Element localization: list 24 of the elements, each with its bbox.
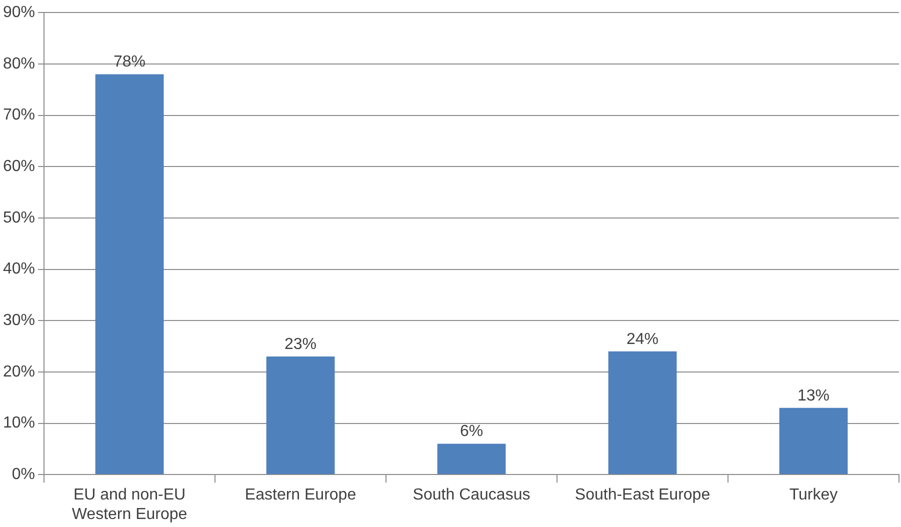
y-tick-label: 30% bbox=[2, 312, 36, 330]
x-tick-label: South Caucasus bbox=[412, 486, 530, 504]
y-tick-label: 10% bbox=[2, 414, 36, 432]
data-label: 24% bbox=[626, 330, 659, 348]
y-tick-label: 60% bbox=[2, 158, 36, 176]
bar bbox=[779, 408, 848, 474]
bar bbox=[437, 444, 506, 474]
data-label: 23% bbox=[284, 336, 317, 353]
x-tick-label: Turkey bbox=[789, 486, 838, 504]
y-tick-label: 0% bbox=[12, 466, 36, 484]
y-tick-label: 90% bbox=[2, 4, 36, 22]
x-tick-label: South-East Europe bbox=[574, 486, 710, 504]
bar bbox=[266, 356, 335, 474]
y-tick-label: 40% bbox=[2, 260, 36, 278]
data-label: 6% bbox=[460, 423, 484, 440]
data-label: 13% bbox=[797, 387, 830, 404]
bar bbox=[95, 74, 164, 474]
bar bbox=[608, 351, 677, 474]
x-tick-label: Eastern Europe bbox=[244, 486, 356, 504]
y-tick-label: 80% bbox=[2, 55, 36, 72]
y-tick-label: 50% bbox=[2, 209, 36, 226]
y-tick-label: 20% bbox=[2, 363, 36, 380]
y-tick-label: 70% bbox=[2, 106, 36, 124]
x-tick-label: EU and non-EU Western Europe bbox=[72, 486, 188, 523]
